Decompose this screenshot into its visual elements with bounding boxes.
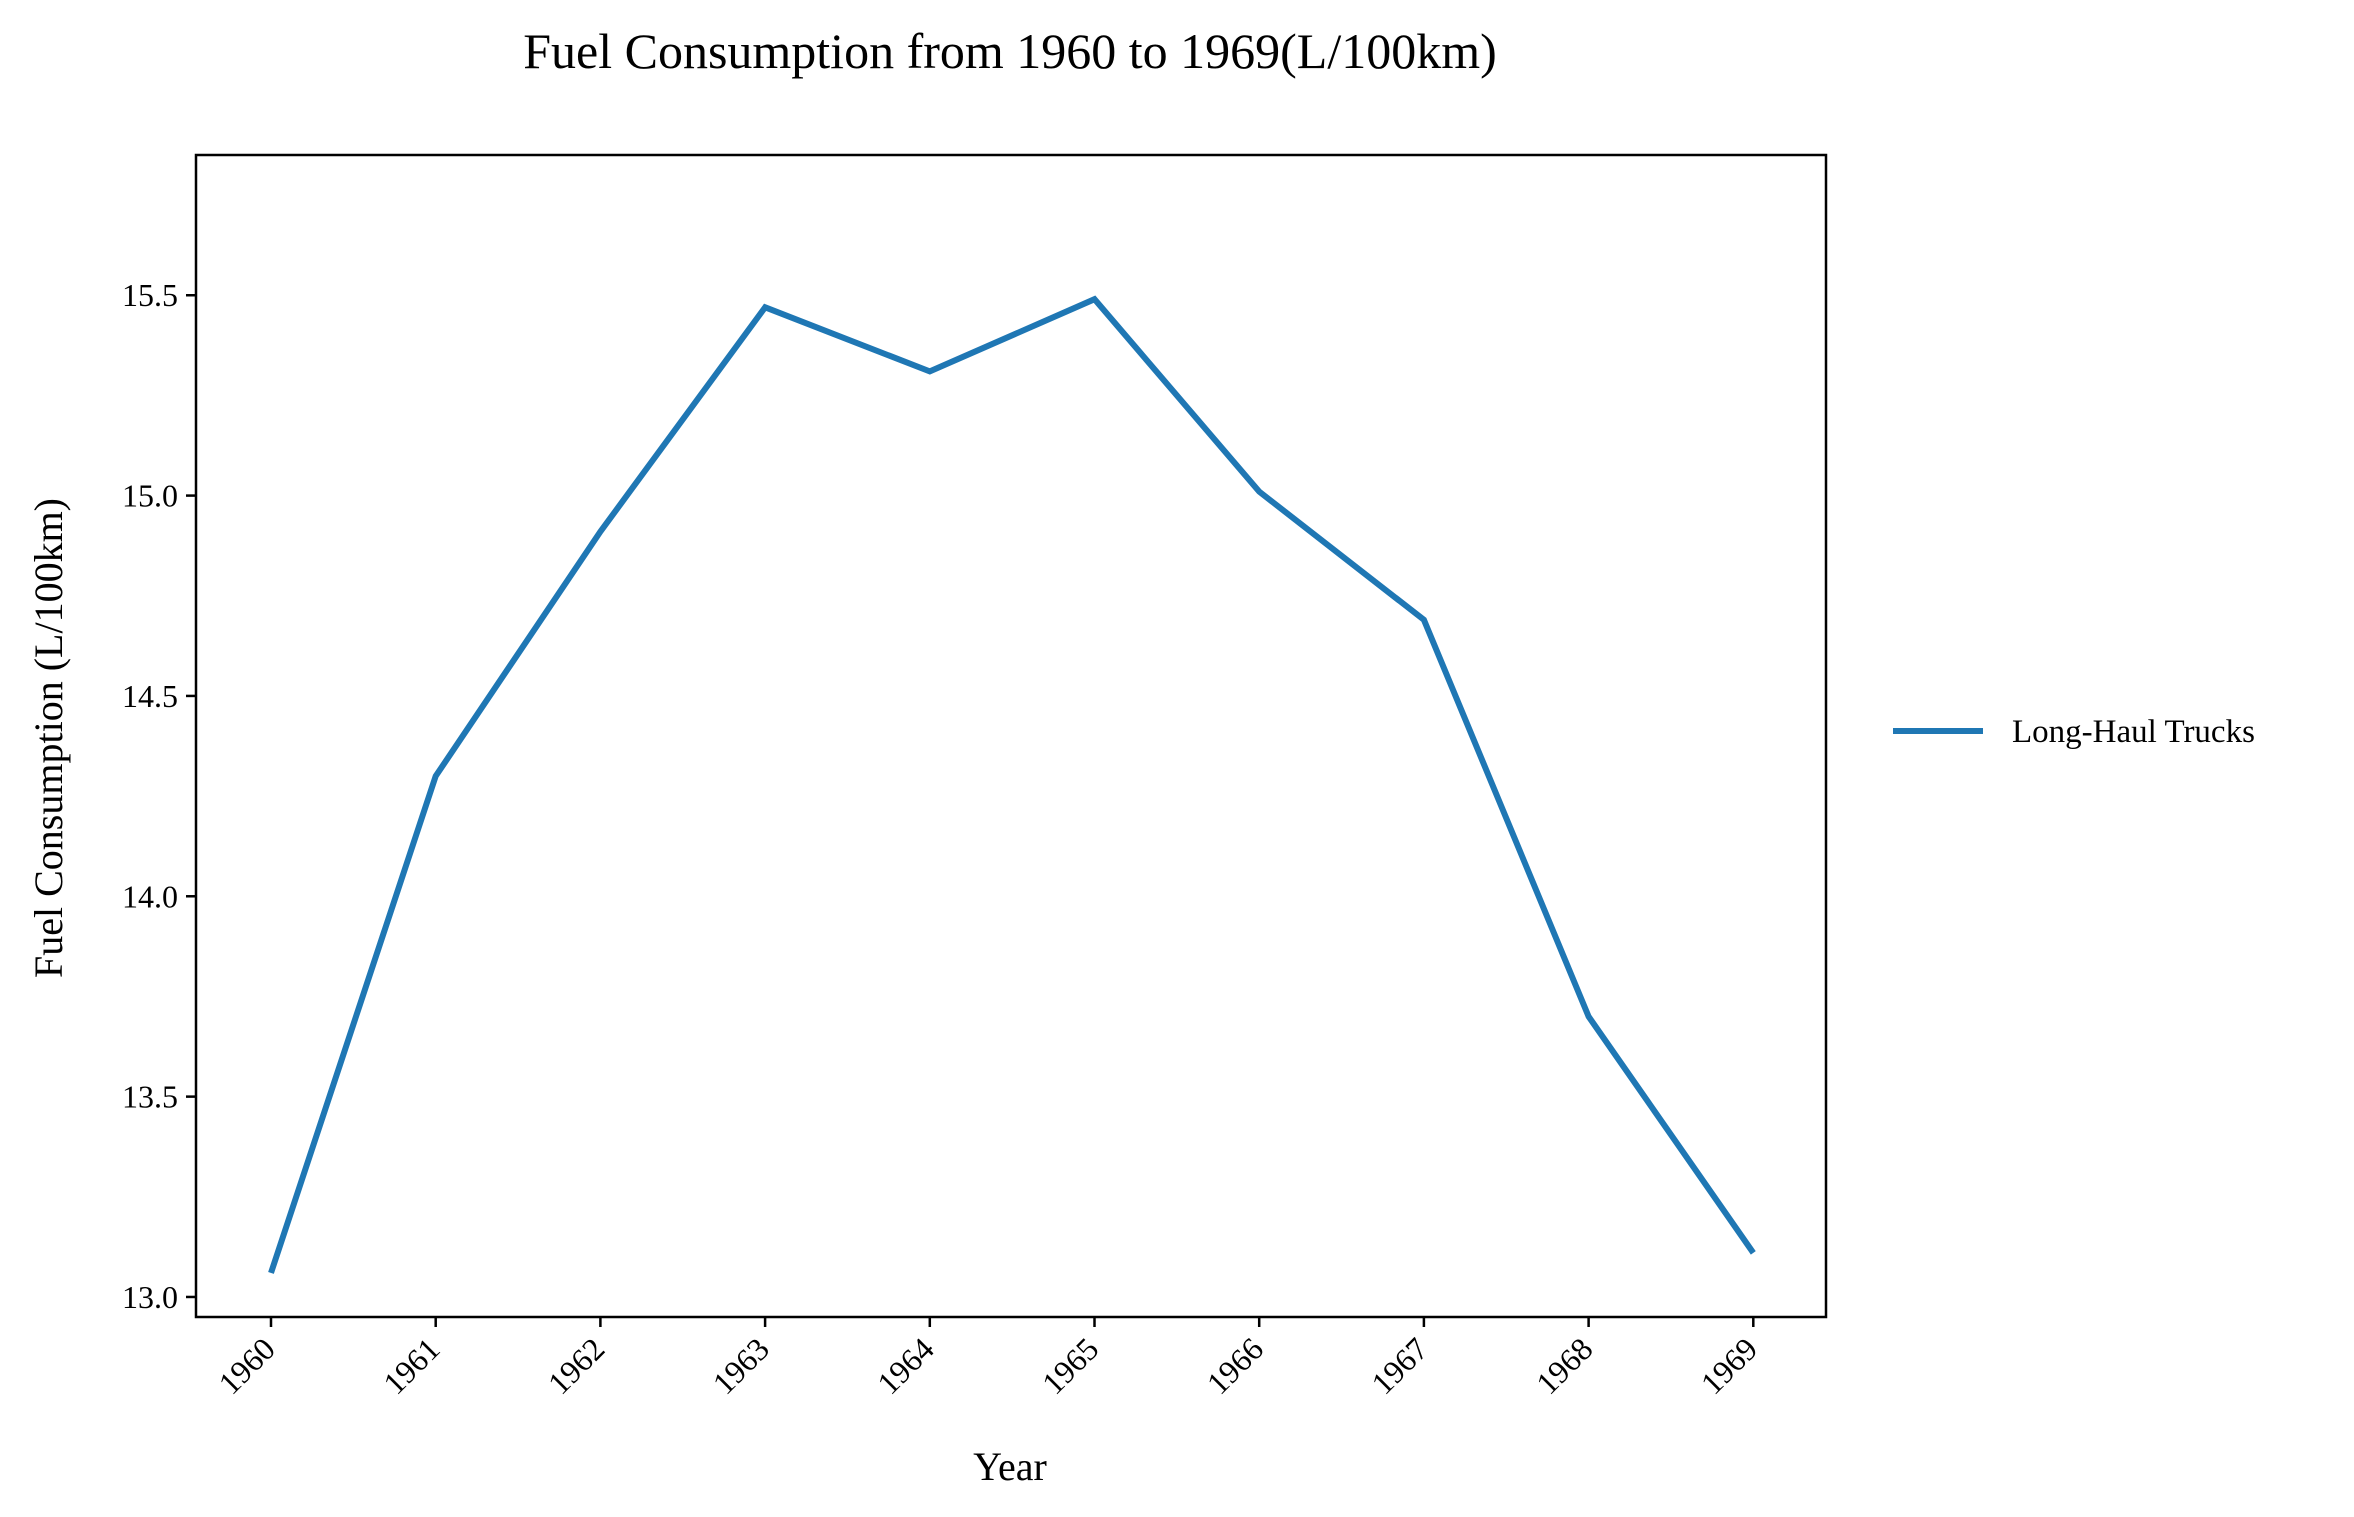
legend: Long-Haul Trucks: [1893, 714, 2255, 750]
x-tick-label: 1965: [1035, 1330, 1106, 1401]
y-tick-label: 14.5: [122, 678, 178, 714]
x-axis-title: Year: [973, 1444, 1047, 1489]
series-group: [268, 295, 1756, 1274]
x-tick-label: 1961: [376, 1330, 447, 1401]
y-tick-label: 15.0: [122, 478, 178, 514]
legend-label: Long-Haul Trucks: [2012, 714, 2255, 750]
x-tick-label: 1962: [541, 1330, 612, 1401]
y-tick-label: 14.0: [122, 878, 178, 914]
x-tick-label: 1964: [870, 1330, 941, 1401]
x-tick-label: 1967: [1364, 1330, 1435, 1401]
y-tick-label: 15.5: [122, 277, 178, 313]
plot-area-frame: [194, 153, 1828, 1319]
x-tick-label: 1963: [705, 1330, 776, 1401]
x-tick-label: 1960: [211, 1330, 282, 1401]
x-tick-label: 1968: [1529, 1330, 1600, 1401]
y-tick-label: 13.5: [122, 1079, 178, 1115]
y-axis: 13.0 13.5 14.0 14.5 15.0 15.5: [122, 277, 196, 1315]
x-axis: 1960 1961 1962 1963 1964 1965 1966 1967 1968 1969: [211, 1317, 1764, 1401]
y-axis-title: Fuel Consumption (L/100km): [26, 498, 71, 978]
y-tick-label: 13.0: [122, 1279, 178, 1315]
chart-title: Fuel Consumption from 1960 to 1969(L/100…: [523, 23, 1497, 79]
x-tick-label: 1966: [1199, 1330, 1270, 1401]
series-line-0: [268, 295, 1756, 1274]
x-tick-label: 1969: [1694, 1330, 1765, 1401]
